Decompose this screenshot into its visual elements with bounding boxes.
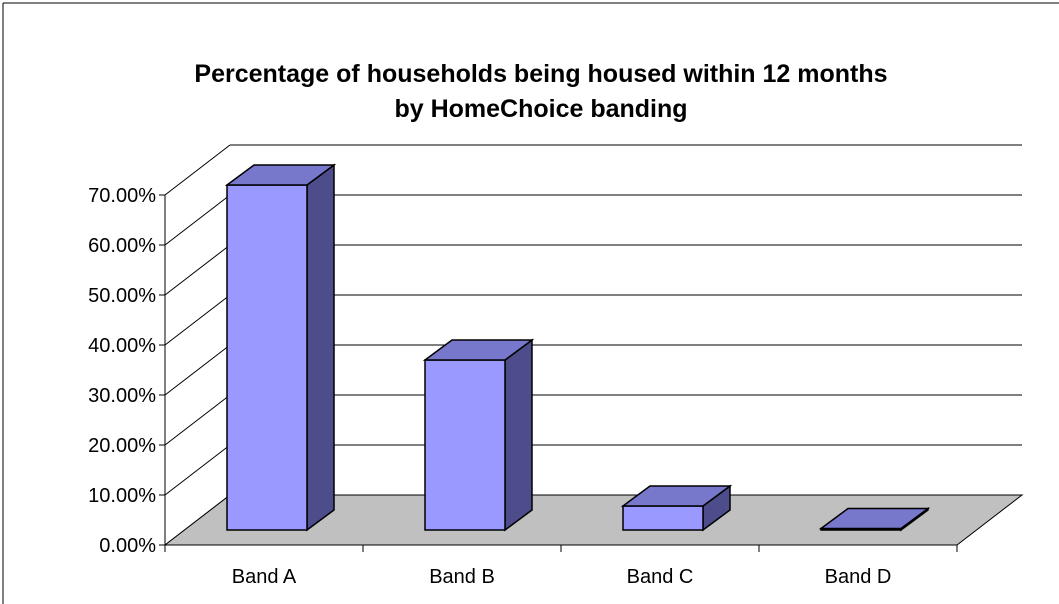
x-tick-label-3: Band D [825, 566, 892, 588]
y-axis-tick-labels: 0.00% 10.00% 20.00% 30.00% 40.00% 50.00% 60.00… [88, 185, 156, 557]
y-tick-label-3: 30.00% [88, 385, 156, 407]
bar-top-0 [224, 164, 337, 186]
y-tick-label-0: 0.00% [99, 535, 156, 557]
gridline-side-6 [164, 194, 231, 246]
axes [159, 194, 958, 552]
chart-title-line-1: Percentage of households being housed wi… [194, 60, 887, 88]
bar-top-3 [818, 507, 931, 530]
y-tick-label-2: 20.00% [88, 435, 156, 457]
bar-front-2 [622, 505, 704, 531]
x-axis-tick-labels: Band A Band B Band C Band D [232, 566, 892, 588]
y-tick-label-1: 10.00% [88, 485, 156, 507]
bar-front-0 [226, 184, 308, 531]
gridline-side-3 [164, 344, 231, 396]
bar-band-d [818, 507, 931, 532]
gridline-side-4 [164, 294, 231, 346]
y-tick-label-4: 40.00% [88, 335, 156, 357]
bar-side-0 [306, 163, 335, 532]
bar-top-2 [620, 485, 733, 507]
bar-band-b [422, 338, 535, 532]
y-tick-label-6: 60.00% [88, 235, 156, 257]
y-tick-label-5: 50.00% [88, 285, 156, 307]
bars [224, 163, 931, 532]
chart-title-line-2: by HomeChoice banding [394, 95, 687, 123]
bar-band-c [620, 484, 733, 532]
x-tick-label-2: Band C [627, 566, 694, 588]
bar-band-a [224, 163, 337, 532]
gridline-side-7 [164, 144, 231, 196]
gridline-side-5 [164, 244, 231, 296]
gridline-side-2 [164, 394, 231, 446]
bar-side-1 [504, 338, 533, 532]
bar-front-1 [424, 359, 506, 531]
bar-top-1 [422, 339, 535, 361]
x-tick-label-1: Band B [429, 566, 495, 588]
gridline-side-1 [164, 444, 231, 496]
y-tick-label-7: 70.00% [88, 185, 156, 207]
x-tick-label-0: Band A [232, 566, 297, 588]
